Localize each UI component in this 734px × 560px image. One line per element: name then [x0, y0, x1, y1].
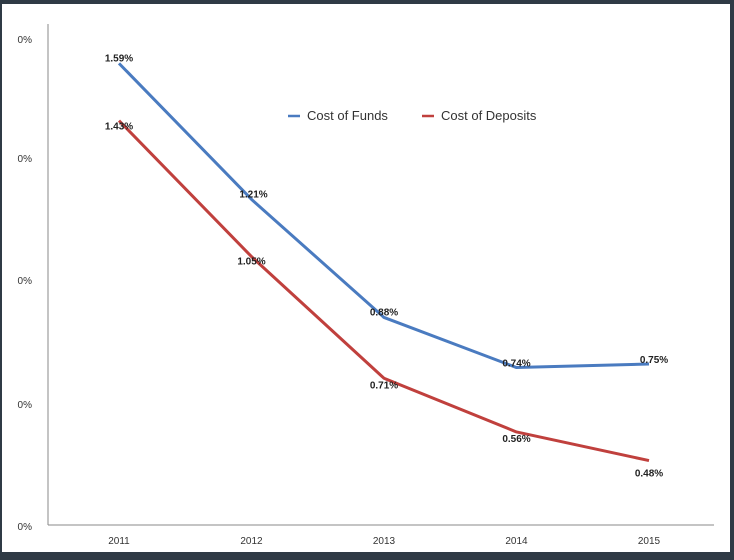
data-label: 0.56% [502, 434, 530, 445]
chart-frame: 0% 0% 0% 0% 0% 2011 2012 2013 2014 2015 1.59% 1.2… [2, 4, 730, 552]
y-tick-label: 0% [18, 35, 33, 46]
x-tick-label: 2011 [108, 536, 130, 547]
data-label: 1.59% [105, 53, 133, 64]
y-tick-label: 0% [18, 154, 33, 165]
legend-label: Cost of Deposits [441, 108, 537, 123]
data-label: 1.21% [239, 189, 267, 200]
data-label: 0.75% [640, 355, 668, 366]
y-tick-labels: 0% 0% 0% 0% 0% [18, 35, 33, 533]
y-tick-label: 0% [18, 276, 33, 287]
legend-label: Cost of Funds [307, 108, 388, 123]
x-tick-label: 2013 [373, 536, 396, 547]
data-label: 0.48% [635, 469, 663, 480]
x-tick-label: 2015 [638, 536, 661, 547]
data-labels: 1.59% 1.21% 0.88% 0.74% 0.75% 1.43% 1.05% 0.71%… [105, 53, 668, 479]
data-label: 1.05% [237, 257, 265, 268]
series-line-cost-of-funds [117, 62, 650, 370]
y-tick-label: 0% [18, 522, 33, 533]
y-tick-label: 0% [18, 400, 33, 411]
legend: Cost of Funds Cost of Deposits [288, 108, 537, 123]
series-line-cost-of-deposits [117, 119, 650, 463]
x-tick-label: 2014 [505, 536, 528, 547]
x-tick-labels: 2011 2012 2013 2014 2015 [108, 536, 660, 547]
line-chart: 0% 0% 0% 0% 0% 2011 2012 2013 2014 2015 1.59% 1.2… [18, 24, 714, 547]
data-label: 0.88% [370, 307, 398, 318]
series-lines [117, 62, 650, 463]
x-tick-label: 2012 [240, 536, 263, 547]
data-label: 0.74% [502, 359, 530, 370]
data-label: 0.71% [370, 380, 398, 391]
data-label: 1.43% [105, 122, 133, 133]
